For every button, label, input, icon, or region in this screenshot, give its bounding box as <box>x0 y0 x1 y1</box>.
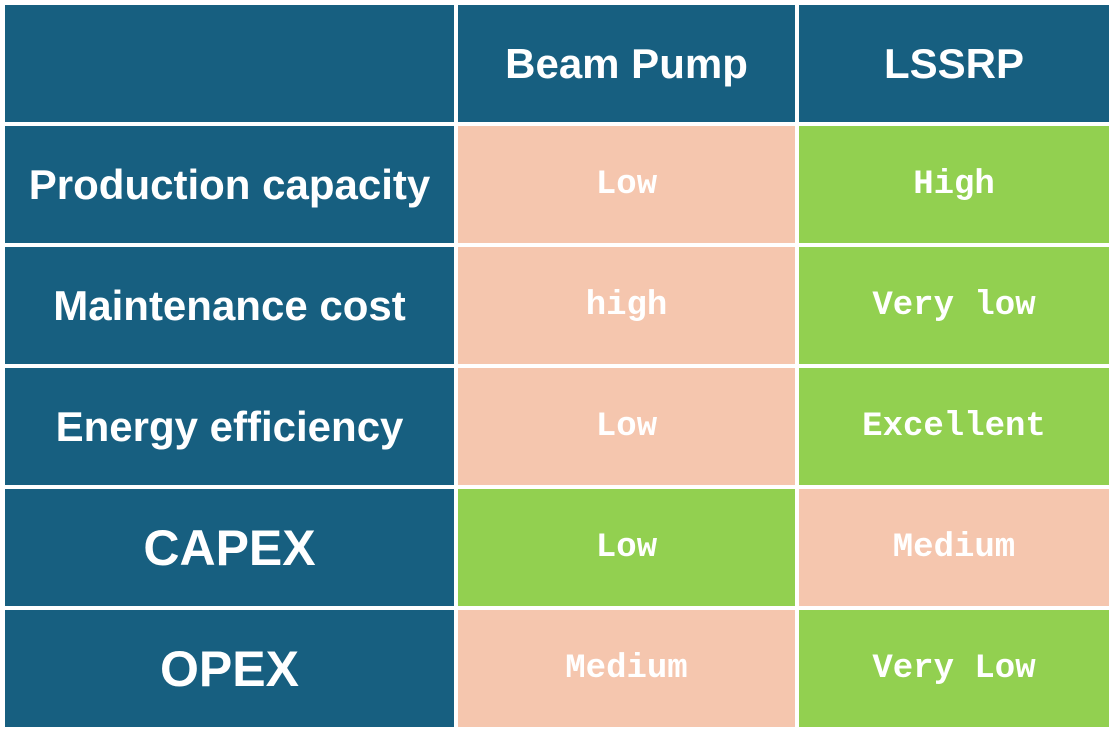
cell-beam-pump-production-capacity: Low <box>458 126 795 243</box>
cell-beam-pump-capex: Low <box>458 489 795 606</box>
row-label-opex: OPEX <box>5 610 454 727</box>
header-corner-cell <box>5 5 454 122</box>
cell-beam-pump-maintenance-cost: high <box>458 247 795 364</box>
cell-lssrp-capex: Medium <box>799 489 1109 606</box>
cell-lssrp-production-capacity: High <box>799 126 1109 243</box>
cell-lssrp-opex: Very Low <box>799 610 1109 727</box>
cell-beam-pump-opex: Medium <box>458 610 795 727</box>
cell-lssrp-maintenance-cost: Very low <box>799 247 1109 364</box>
row-label-energy-efficiency: Energy efficiency <box>5 368 454 485</box>
cell-beam-pump-energy-efficiency: Low <box>458 368 795 485</box>
header-lssrp: LSSRP <box>799 5 1109 122</box>
header-beam-pump: Beam Pump <box>458 5 795 122</box>
row-label-production-capacity: Production capacity <box>5 126 454 243</box>
cell-lssrp-energy-efficiency: Excellent <box>799 368 1109 485</box>
comparison-table: Beam Pump LSSRP Production capacity Low … <box>5 5 1109 727</box>
row-label-capex: CAPEX <box>5 489 454 606</box>
row-label-maintenance-cost: Maintenance cost <box>5 247 454 364</box>
